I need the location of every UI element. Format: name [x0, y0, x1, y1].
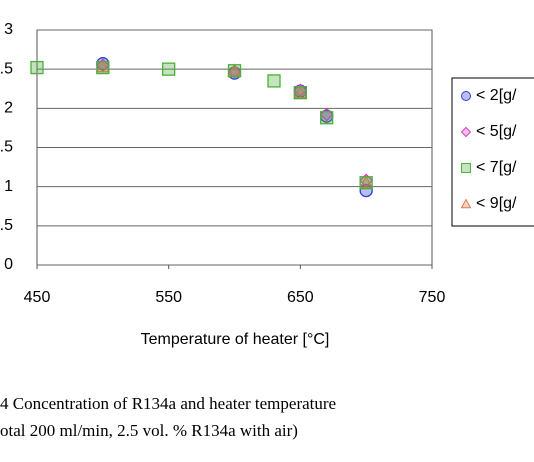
point	[293, 85, 308, 99]
y-tick-label: 2	[4, 100, 13, 117]
y-tick-label: 3	[4, 21, 13, 38]
y-tick-label: 0.5	[0, 217, 13, 234]
caption-line: otal 200 ml/min, 2.5 vol. % R134a with a…	[0, 421, 298, 440]
y-tick-label: 1	[4, 178, 13, 195]
legend-marker	[461, 163, 471, 173]
legend-marker	[460, 198, 472, 209]
point	[267, 74, 281, 88]
point	[320, 111, 334, 125]
y-tick-label: 0	[4, 256, 13, 273]
point	[227, 64, 242, 79]
legend-label: < 7[g/	[476, 159, 517, 176]
y-tick-label: 2.5	[0, 60, 13, 77]
point	[30, 60, 44, 75]
x-axis-title: Temperature of heater [°C]	[141, 331, 330, 348]
x-tick-label: 450	[24, 289, 51, 306]
point	[227, 63, 242, 77]
point	[359, 176, 373, 190]
caption-line: 4 Concentration of R134a and heater temp…	[0, 394, 336, 413]
legend-label: < 9[g/	[476, 195, 517, 212]
point	[162, 62, 176, 76]
x-tick-label: 750	[419, 289, 446, 306]
legend-label: < 2[g/	[476, 87, 517, 104]
legend-marker	[461, 91, 471, 101]
x-tick-label: 650	[287, 289, 314, 306]
point	[359, 175, 374, 189]
point	[95, 59, 110, 73]
point	[293, 86, 307, 100]
point	[96, 60, 110, 75]
legend-box	[451, 77, 534, 227]
x-tick-label: 550	[155, 289, 182, 306]
legend-marker	[460, 126, 472, 138]
legend-label: < 5[g/	[476, 123, 517, 140]
point	[227, 64, 242, 78]
y-tick-label: 1.5	[0, 139, 13, 156]
